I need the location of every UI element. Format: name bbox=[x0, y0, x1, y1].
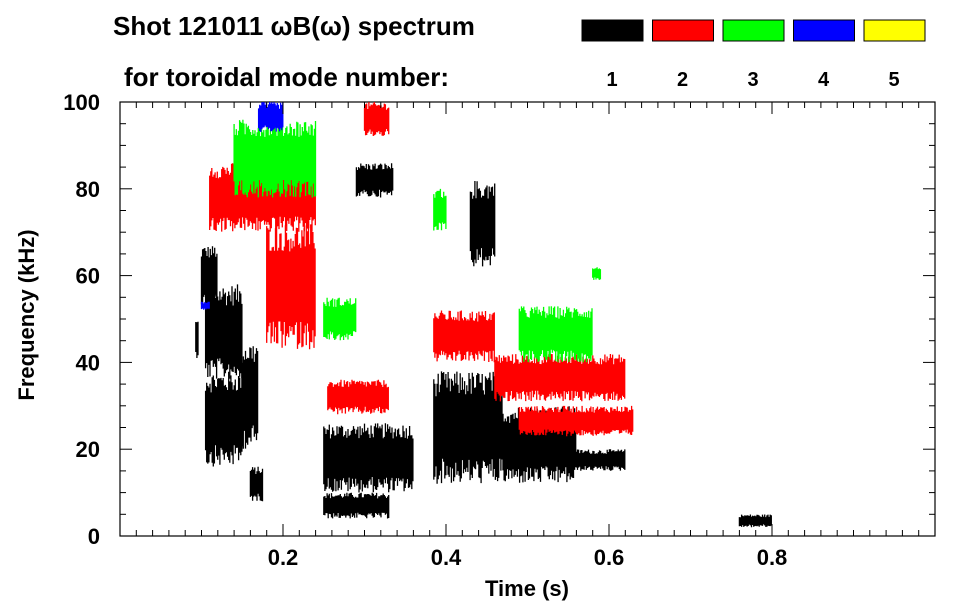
region-n=3-2 bbox=[433, 188, 447, 231]
legend-label-5: 5 bbox=[888, 69, 899, 91]
region-n=1-1 bbox=[200, 246, 218, 305]
legend-swatch-4 bbox=[793, 19, 855, 42]
region-n=3-0 bbox=[233, 119, 317, 198]
data-layer bbox=[195, 102, 772, 528]
x-tick-label: 0.8 bbox=[757, 545, 788, 570]
region-n=1-5 bbox=[249, 466, 264, 502]
region-n=1-10 bbox=[502, 406, 577, 483]
region-n=2-1 bbox=[266, 224, 316, 350]
legend: 1 2 3 4 5 bbox=[581, 19, 926, 91]
region-n=3-1 bbox=[323, 297, 357, 341]
y-tick-label: 20 bbox=[76, 437, 100, 462]
legend-label-1: 1 bbox=[606, 69, 617, 91]
y-tick-label: 80 bbox=[76, 177, 100, 202]
legend-swatch-3 bbox=[722, 19, 785, 42]
x-tick-label: 0.4 bbox=[431, 545, 462, 570]
region-n=2-5 bbox=[494, 354, 626, 402]
region-n=1-12 bbox=[469, 181, 496, 267]
region-n=1-8 bbox=[355, 163, 394, 198]
y-tick-label: 100 bbox=[63, 90, 100, 115]
region-n=2-4 bbox=[433, 310, 495, 363]
series-n=4 bbox=[200, 102, 284, 310]
region-n=1-6 bbox=[323, 423, 414, 493]
series-n=1 bbox=[195, 163, 772, 528]
y-tick-label: 0 bbox=[88, 524, 100, 549]
y-tick-label: 40 bbox=[76, 350, 100, 375]
region-n=1-3 bbox=[204, 371, 243, 467]
region-n=1-11 bbox=[575, 449, 626, 471]
chart-title: Shot 121011 ωB(ω) spectrum bbox=[113, 11, 475, 41]
region-n=1-9 bbox=[433, 371, 503, 484]
region-n=2-3 bbox=[363, 102, 390, 136]
legend-label-2: 2 bbox=[677, 69, 688, 91]
legend-label-3: 3 bbox=[747, 69, 758, 91]
region-n=2-6 bbox=[518, 405, 634, 437]
x-axis-label: Time (s) bbox=[485, 576, 569, 601]
legend-swatch-1 bbox=[581, 19, 644, 42]
region-n=4-1 bbox=[200, 301, 210, 310]
region-n=1-4 bbox=[241, 346, 259, 449]
legend-label-4: 4 bbox=[818, 69, 830, 91]
region-n=2-2 bbox=[327, 379, 389, 415]
x-tick-label: 0.2 bbox=[268, 545, 299, 570]
series-n=3 bbox=[233, 119, 602, 363]
y-axis-label: Frequency (kHz) bbox=[14, 229, 39, 400]
chart-subtitle: for toroidal mode number: bbox=[124, 62, 449, 92]
region-n=1-0 bbox=[195, 321, 199, 358]
legend-swatch-5 bbox=[863, 19, 926, 42]
legend-swatch-2 bbox=[652, 19, 714, 42]
axes: 0.2 0.4 0.6 0.8 0 20 40 60 80 100 bbox=[63, 90, 935, 570]
region-n=1-13 bbox=[738, 514, 772, 528]
region-n=1-2 bbox=[204, 284, 243, 379]
region-n=3-3 bbox=[518, 306, 593, 363]
series-n=2 bbox=[209, 102, 634, 437]
region-n=1-7 bbox=[323, 492, 390, 519]
region-n=4-0 bbox=[257, 102, 284, 132]
region-n=3-4 bbox=[592, 267, 602, 280]
y-tick-label: 60 bbox=[76, 264, 100, 289]
x-tick-label: 0.6 bbox=[594, 545, 625, 570]
